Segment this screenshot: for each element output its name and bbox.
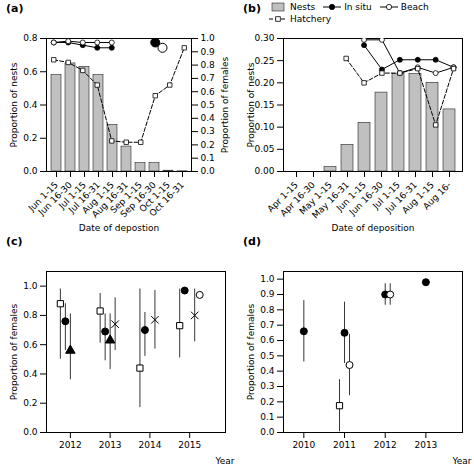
svg-text:0.6: 0.6 bbox=[23, 340, 38, 350]
svg-text:0.3: 0.3 bbox=[260, 381, 274, 391]
svg-text:2010: 2010 bbox=[292, 440, 315, 450]
svg-text:2013: 2013 bbox=[99, 440, 122, 450]
svg-text:Jul 16-31: Jul 16-31 bbox=[66, 179, 102, 215]
svg-text:0.7: 0.7 bbox=[201, 73, 215, 83]
svg-text:1.0: 1.0 bbox=[23, 281, 38, 291]
svg-text:0.8: 0.8 bbox=[201, 60, 216, 70]
html-text:Nests: Nests bbox=[289, 2, 316, 12]
svg-text:May 16-31: May 16-31 bbox=[310, 179, 351, 221]
svg-text:0.05: 0.05 bbox=[254, 144, 274, 154]
svg-text:2014: 2014 bbox=[138, 440, 161, 450]
svg-text:0.8: 0.8 bbox=[23, 310, 38, 320]
svg-text:Jun 1-15: Jun 1-15 bbox=[334, 179, 368, 214]
html-text:(c): (c) bbox=[6, 235, 23, 248]
svg-text:Apr 1-15: Apr 1-15 bbox=[265, 179, 300, 215]
html-text:Hatchery: Hatchery bbox=[289, 14, 331, 24]
svg-text:0.4: 0.4 bbox=[23, 369, 38, 379]
svg-text:0.1: 0.1 bbox=[201, 153, 215, 163]
svg-text:0.20: 0.20 bbox=[254, 78, 274, 88]
svg-text:0.3: 0.3 bbox=[201, 126, 215, 136]
svg-text:Aug 1-15: Aug 1-15 bbox=[80, 179, 116, 216]
svg-text:0.6: 0.6 bbox=[23, 67, 38, 77]
svg-text:Year: Year bbox=[451, 456, 471, 466]
svg-text:0.0: 0.0 bbox=[23, 427, 38, 437]
svg-text:0.5: 0.5 bbox=[260, 351, 274, 361]
svg-text:Proportion of females: Proportion of females bbox=[246, 303, 256, 400]
svg-text:Oct 1-15: Oct 1-15 bbox=[137, 179, 172, 215]
svg-text:Oct 16-31: Oct 16-31 bbox=[147, 180, 186, 219]
svg-text:0.9: 0.9 bbox=[201, 47, 216, 57]
svg-text:2012: 2012 bbox=[374, 440, 397, 450]
svg-text:Aug 1-15: Aug 1-15 bbox=[400, 179, 436, 216]
svg-text:Proportion of females: Proportion of females bbox=[220, 56, 230, 153]
svg-text:0.0: 0.0 bbox=[260, 427, 275, 437]
svg-text:0.4: 0.4 bbox=[260, 366, 275, 376]
svg-text:0.4: 0.4 bbox=[201, 113, 216, 123]
svg-text:0.15: 0.15 bbox=[254, 100, 274, 110]
html-text:(a): (a) bbox=[6, 2, 24, 15]
svg-text:Year: Year bbox=[214, 456, 234, 466]
svg-text:0.0: 0.0 bbox=[23, 166, 38, 176]
svg-text:0.6: 0.6 bbox=[260, 335, 275, 345]
html-text:(d): (d) bbox=[243, 235, 261, 248]
svg-text:1.0: 1.0 bbox=[260, 274, 275, 284]
svg-text:0.4: 0.4 bbox=[23, 100, 38, 110]
svg-text:0.30: 0.30 bbox=[254, 33, 274, 43]
svg-text:Aug 16-: Aug 16- bbox=[421, 180, 453, 212]
svg-text:Date of depostion: Date of depostion bbox=[79, 223, 159, 233]
svg-text:0.2: 0.2 bbox=[201, 140, 215, 150]
svg-text:Date of deposition: Date of deposition bbox=[332, 223, 415, 233]
svg-text:0.10: 0.10 bbox=[254, 122, 274, 132]
svg-text:0.6: 0.6 bbox=[201, 87, 216, 97]
svg-text:0.00: 0.00 bbox=[254, 166, 274, 176]
svg-text:Jun 16-30: Jun 16-30 bbox=[36, 179, 74, 218]
svg-text:0.2: 0.2 bbox=[23, 398, 37, 408]
svg-text:Proportion of nests: Proportion of nests bbox=[246, 62, 256, 147]
svg-text:Jun 16-30: Jun 16-30 bbox=[347, 179, 385, 218]
svg-text:Sep 1-15: Sep 1-15 bbox=[108, 179, 144, 216]
html-text:(b): (b) bbox=[243, 2, 261, 15]
svg-text:2015: 2015 bbox=[178, 440, 201, 450]
svg-text:0.2: 0.2 bbox=[23, 133, 37, 143]
svg-text:Jun 1-15: Jun 1-15 bbox=[26, 179, 60, 214]
svg-text:2012: 2012 bbox=[59, 440, 82, 450]
svg-text:0.0: 0.0 bbox=[201, 166, 216, 176]
svg-text:Jul 1-15: Jul 1-15 bbox=[370, 179, 402, 211]
svg-text:0.5: 0.5 bbox=[201, 100, 215, 110]
svg-text:Proportion of females: Proportion of females bbox=[9, 303, 19, 400]
svg-text:2011: 2011 bbox=[333, 440, 356, 450]
svg-text:May 1-15: May 1-15 bbox=[297, 179, 334, 217]
svg-text:0.7: 0.7 bbox=[260, 320, 274, 330]
svg-text:1.0: 1.0 bbox=[201, 33, 216, 43]
svg-text:0.8: 0.8 bbox=[23, 33, 38, 43]
svg-text:0.25: 0.25 bbox=[254, 56, 274, 66]
svg-text:Sep 16-30: Sep 16-30 bbox=[118, 179, 158, 220]
svg-text:Aug 16-31: Aug 16-31 bbox=[89, 179, 130, 220]
svg-text:Apr 16-30: Apr 16-30 bbox=[278, 179, 317, 219]
svg-text:0.9: 0.9 bbox=[260, 289, 275, 299]
svg-text:0.2: 0.2 bbox=[260, 397, 274, 407]
svg-text:0.1: 0.1 bbox=[260, 412, 274, 422]
svg-text:Proportion of nests: Proportion of nests bbox=[9, 62, 19, 147]
svg-text:2013: 2013 bbox=[414, 440, 437, 450]
html-text:Beach: Beach bbox=[400, 2, 429, 12]
svg-text:Jul 1-15: Jul 1-15 bbox=[56, 179, 88, 211]
html-text:In situ: In situ bbox=[344, 2, 372, 12]
svg-text:0.8: 0.8 bbox=[260, 305, 275, 315]
svg-text:Jul 16-31: Jul 16-31 bbox=[383, 179, 419, 215]
